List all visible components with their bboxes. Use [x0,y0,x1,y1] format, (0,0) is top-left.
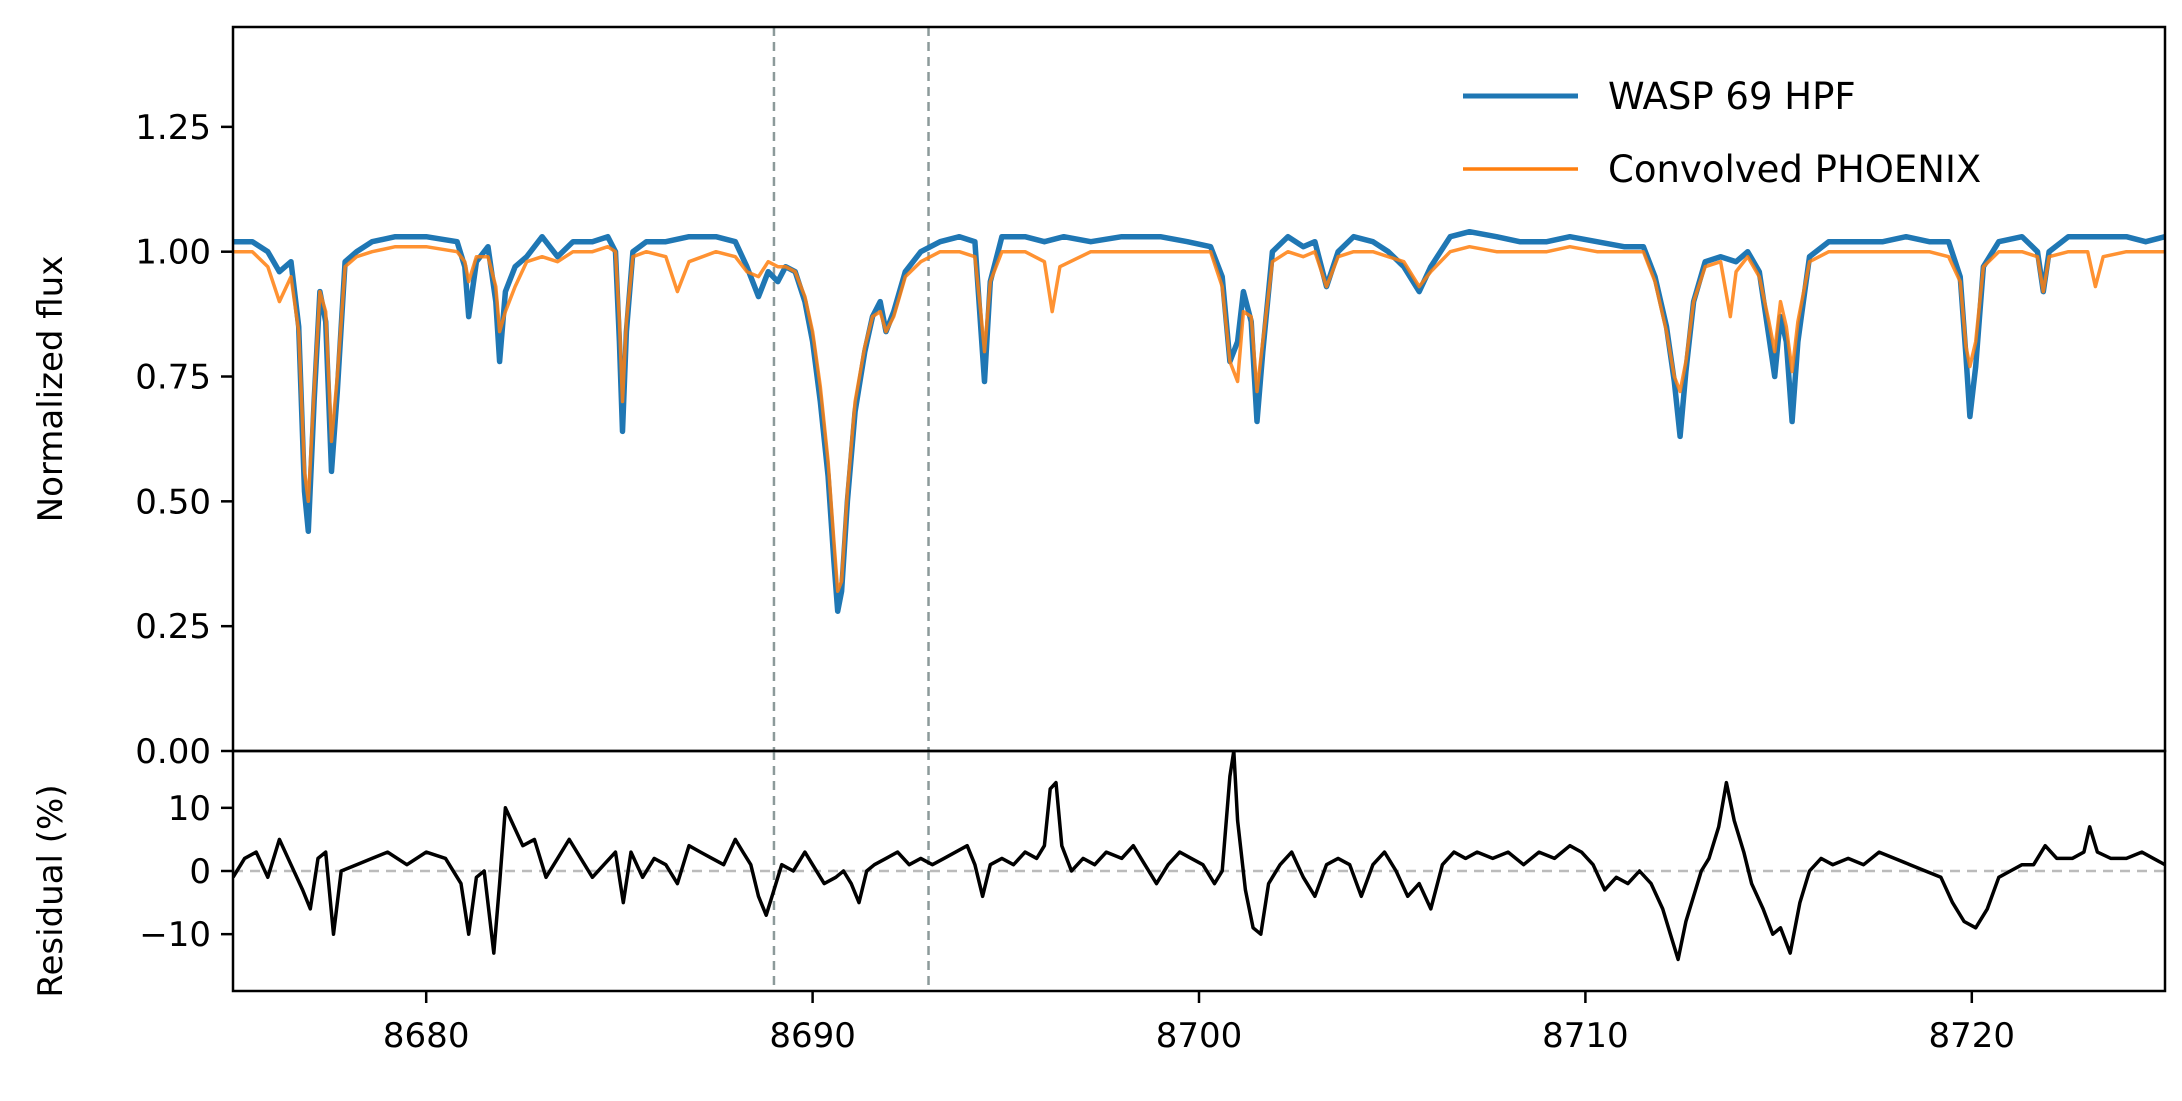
top-y-tick-label: 1.25 [135,108,211,148]
top-y-tick-label: 0.00 [135,732,211,772]
top-y-tick-label: 1.00 [135,233,211,273]
x-tick-label: 8700 [1156,1016,1243,1056]
top-series [233,228,2165,614]
bottom-y-tick-label: 10 [168,789,211,829]
residual-panel: −10 0 10 8680 8690 8700 8710 8720 Residual (%) [31,749,2167,1056]
legend-label-convolved-phoenix: Convolved PHOENIX [1608,148,1981,191]
bottom-x-ticks: 8680 8690 8700 8710 8720 [383,991,2015,1056]
x-tick-label: 8680 [383,1016,470,1056]
series-line-convolved-phoenix [233,244,2165,593]
x-tick-label: 8690 [769,1016,856,1056]
legend: WASP 69 HPF Convolved PHOENIX [1463,75,1981,191]
series-line-wasp-69-hpf [233,228,2165,614]
top-y-axis-label: Normalized flux [31,256,71,523]
top-vlines [772,27,930,751]
top-y-tick-label: 0.50 [135,482,211,522]
top-y-tick-label: 0.75 [135,358,211,398]
top-y-ticks: 0.00 0.25 0.50 0.75 1.00 1.25 [135,108,233,772]
legend-label-wasp-69-hpf: WASP 69 HPF [1608,75,1856,118]
bottom-series [233,751,2165,962]
bottom-vlines [772,751,930,991]
x-tick-label: 8710 [1542,1016,1629,1056]
bottom-y-tick-label: 0 [189,852,211,892]
spectrum-panel: 0.00 0.25 0.50 0.75 1.00 1.25 Normalized flux… [31,25,2167,772]
top-y-tick-label: 0.25 [135,607,211,647]
x-tick-label: 8720 [1929,1016,2016,1056]
bottom-y-axis-label: Residual (%) [31,784,71,997]
residual-line [233,751,2165,962]
bottom-y-ticks: −10 0 10 [139,789,233,955]
bottom-y-tick-label: −10 [139,915,211,955]
